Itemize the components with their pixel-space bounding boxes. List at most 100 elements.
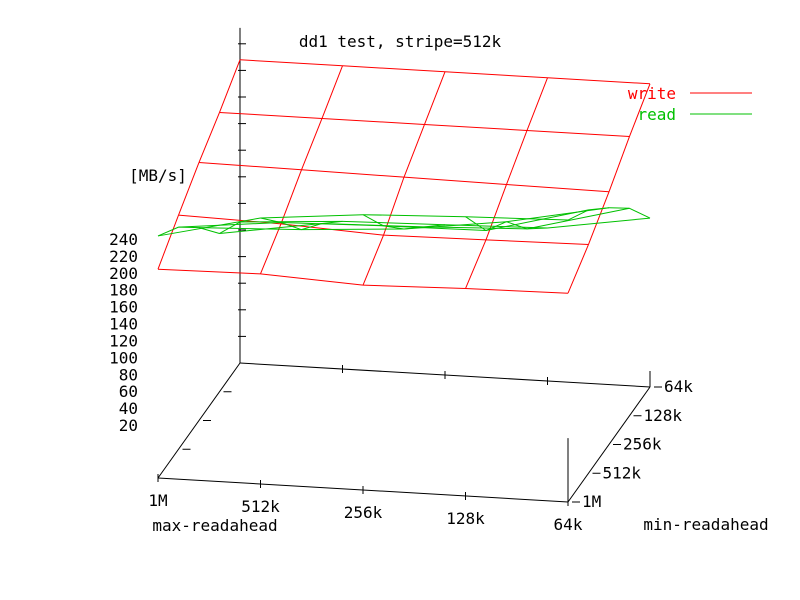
surface-mesh-line bbox=[157, 217, 261, 237]
z-tick-label: 40 bbox=[119, 399, 138, 418]
z-tick-label: 180 bbox=[109, 281, 138, 300]
surface-mesh-line bbox=[362, 214, 384, 227]
surface-mesh-line bbox=[465, 216, 569, 221]
surface-mesh-line bbox=[506, 130, 528, 185]
surface-mesh-line bbox=[301, 228, 405, 231]
axes-group bbox=[157, 27, 662, 506]
y-tick-label: 64k bbox=[664, 377, 693, 396]
z-tick-label: 200 bbox=[109, 264, 138, 283]
surface-mesh-line bbox=[506, 207, 610, 223]
surface-mesh-line bbox=[219, 223, 323, 234]
surface-mesh-line bbox=[526, 207, 630, 230]
surface-mesh-line bbox=[260, 273, 364, 286]
surface-mesh-line bbox=[342, 65, 446, 73]
surface-mesh-line bbox=[526, 129, 630, 137]
surface-mesh-line bbox=[239, 220, 343, 223]
surface-mesh-line bbox=[424, 71, 446, 125]
y-tick-label: 1M bbox=[582, 492, 601, 511]
z-tick-label: 160 bbox=[109, 298, 138, 317]
surface-mesh-line bbox=[198, 227, 220, 234]
surface-mesh-line bbox=[526, 77, 548, 131]
z-tick-label: 60 bbox=[119, 382, 138, 401]
surface-mesh-line bbox=[219, 221, 241, 234]
surface-mesh-line bbox=[608, 207, 630, 209]
y-axis-line bbox=[567, 386, 651, 503]
surface-mesh-line bbox=[321, 223, 425, 228]
surface-mesh-line bbox=[280, 169, 302, 225]
surface-mesh-line bbox=[178, 214, 282, 225]
surfaces-group bbox=[157, 59, 651, 294]
surface-mesh-line bbox=[629, 83, 651, 137]
surface-mesh-line bbox=[362, 284, 466, 290]
y-axis-label: min-readahead bbox=[643, 515, 768, 534]
surface-mesh-line bbox=[403, 124, 425, 178]
surface-mesh-line bbox=[465, 239, 487, 289]
surface-mesh-line bbox=[383, 234, 487, 241]
surface-mesh-line bbox=[567, 244, 589, 294]
surface-mesh-line bbox=[547, 217, 651, 229]
surface-mesh-line bbox=[424, 226, 528, 230]
surface-write bbox=[157, 59, 651, 294]
x-tick-label: 128k bbox=[446, 509, 485, 528]
surface-mesh-line bbox=[444, 71, 548, 79]
surface-mesh-line bbox=[260, 214, 364, 219]
surface-mesh-line bbox=[424, 123, 528, 131]
x-tick-label: 64k bbox=[554, 515, 583, 534]
z-tick-label: 100 bbox=[109, 348, 138, 367]
surface-mesh-line bbox=[219, 111, 323, 119]
surface-mesh-line bbox=[567, 209, 589, 221]
surface-mesh-line bbox=[629, 207, 651, 219]
y-tick-label: 512k bbox=[603, 463, 642, 482]
surface-mesh-line bbox=[342, 220, 446, 226]
y-tick-label: 128k bbox=[644, 406, 683, 425]
tick-labels-group: 1M 512k 256k 128k 64k1M512k256k128k64k204060… bbox=[109, 230, 693, 534]
surface-mesh-line bbox=[403, 176, 507, 185]
surface-mesh-line bbox=[198, 161, 302, 171]
z-tick-label: 140 bbox=[109, 315, 138, 334]
surface-mesh-line bbox=[198, 227, 302, 231]
legend: write read bbox=[628, 84, 752, 124]
y-tick-label: 256k bbox=[623, 435, 662, 454]
surface-mesh-line bbox=[321, 117, 425, 125]
surface-mesh-line bbox=[362, 234, 384, 286]
surface-mesh-line bbox=[444, 224, 548, 229]
legend-label-write: write bbox=[628, 84, 676, 103]
legend-label-read: read bbox=[637, 105, 676, 124]
surface-mesh-line bbox=[178, 162, 200, 216]
base-back-left-edge bbox=[157, 362, 241, 479]
surface-mesh-line bbox=[547, 77, 651, 85]
surface-mesh-line bbox=[465, 288, 569, 294]
surface-mesh-line bbox=[157, 214, 179, 270]
surface-mesh-line bbox=[260, 223, 282, 275]
surface-mesh-line bbox=[301, 118, 323, 170]
surface-mesh-line bbox=[198, 112, 220, 163]
surface-mesh-line bbox=[301, 223, 323, 231]
surface-mesh-line bbox=[178, 222, 282, 228]
surface-mesh-line bbox=[383, 225, 405, 230]
surface-mesh-line bbox=[178, 226, 200, 229]
z-tick-label: 240 bbox=[109, 230, 138, 249]
surface-mesh-line bbox=[383, 225, 487, 232]
x-tick-label: 512k bbox=[241, 497, 280, 516]
surface-mesh-line bbox=[588, 191, 610, 245]
chart-title: dd1 test, stripe=512k bbox=[299, 32, 502, 51]
x-tick-label: 256k bbox=[344, 503, 383, 522]
surface-mesh-line bbox=[301, 169, 405, 178]
surface-mesh-line bbox=[157, 268, 261, 275]
z-tick-label: 20 bbox=[119, 416, 138, 435]
surface-read bbox=[157, 207, 651, 237]
surface-mesh-line bbox=[321, 65, 343, 119]
surface-mesh-line bbox=[485, 184, 507, 240]
surface-mesh-line bbox=[219, 59, 241, 113]
surface-mesh-line bbox=[608, 136, 630, 192]
x-tick-label: 1M bbox=[148, 491, 167, 510]
z-tick-label: 220 bbox=[109, 247, 138, 266]
z-tick-label: 80 bbox=[119, 365, 138, 384]
surface-mesh-line bbox=[485, 239, 589, 245]
surface-mesh-line bbox=[239, 59, 343, 67]
z-axis-label: [MB/s] bbox=[129, 166, 187, 185]
surface-mesh-line bbox=[506, 183, 610, 193]
z-tick-label: 120 bbox=[109, 331, 138, 350]
